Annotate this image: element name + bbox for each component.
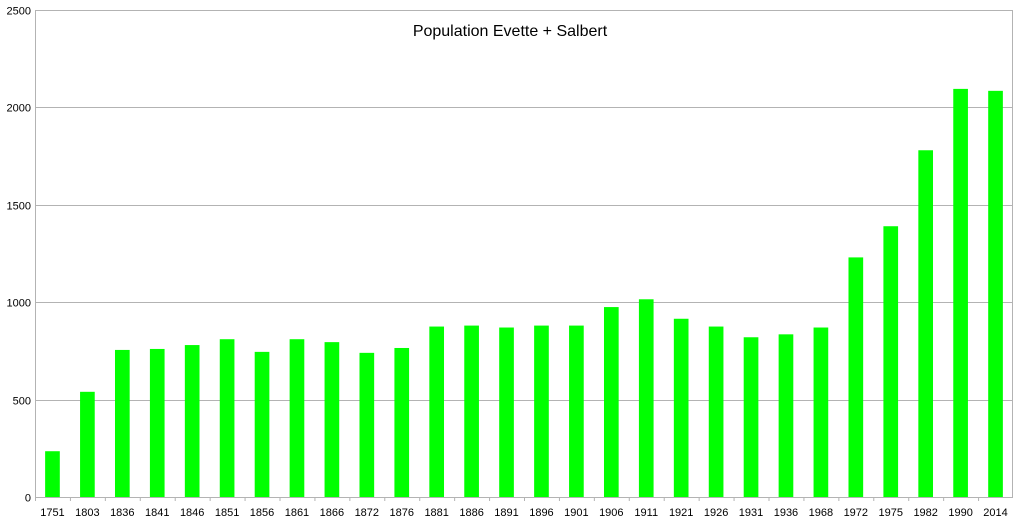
bar-1906	[603, 307, 619, 497]
axis-layer: 0 500 1000 1500 2000 2500 1751 1803 1836 1841 1846…	[7, 6, 1013, 519]
bar-1876	[394, 347, 410, 497]
bar-1975	[883, 226, 899, 498]
x-tick-label: 1881	[424, 507, 448, 519]
x-tick-label: 1803	[75, 507, 99, 519]
x-tick-label: 1876	[390, 507, 414, 519]
x-tick-label: 1751	[40, 507, 64, 519]
x-tick-label: 1836	[110, 507, 134, 519]
y-tick-label: 0	[25, 493, 31, 505]
bar-1911	[638, 299, 654, 497]
bar-layer	[45, 88, 1003, 498]
bar-1921	[673, 318, 689, 497]
bar-1851	[219, 339, 235, 497]
bar-1841	[149, 348, 165, 497]
x-tick-label: 1982	[913, 507, 937, 519]
chart-title: Population Evette + Salbert	[413, 23, 608, 40]
y-tick-label: 1500	[7, 201, 31, 213]
bar-2014	[988, 90, 1003, 497]
x-tick-label: 1972	[844, 507, 868, 519]
bar-1751	[45, 451, 60, 497]
x-tick-label: 1901	[564, 507, 588, 519]
x-tick-label: 1841	[145, 507, 169, 519]
x-tick-label: 1931	[739, 507, 763, 519]
grid-layer	[35, 10, 1013, 498]
x-tick-label: 1936	[774, 507, 798, 519]
bar-1990	[953, 88, 968, 497]
bar-1866	[324, 342, 340, 497]
x-tick-label: 1921	[669, 507, 693, 519]
bar-1901	[569, 325, 584, 497]
bar-1861	[289, 339, 305, 497]
x-tick-label: 1866	[320, 507, 344, 519]
x-tick-label: 1856	[250, 507, 274, 519]
bar-1846	[184, 345, 200, 497]
x-tick-label: 1896	[529, 507, 553, 519]
y-tick-label: 500	[13, 396, 31, 408]
bar-1896	[534, 325, 549, 497]
bar-1803	[80, 391, 95, 497]
x-tick-label: 1891	[494, 507, 518, 519]
bar-1886	[464, 325, 479, 497]
y-tick-label: 2000	[7, 103, 31, 115]
x-tick-label: 1975	[879, 507, 903, 519]
x-tick-label: 1861	[285, 507, 309, 519]
bar-1836	[114, 349, 130, 497]
x-tick-label: 1926	[704, 507, 728, 519]
y-tick-label: 2500	[7, 6, 31, 18]
bar-1872	[359, 352, 375, 497]
bar-1982	[918, 150, 934, 497]
x-tick-label: 1911	[634, 507, 658, 519]
y-tick-label: 1000	[7, 298, 31, 310]
x-tick-label: 2014	[983, 507, 1007, 519]
bar-1891	[499, 327, 514, 497]
bar-1881	[429, 326, 445, 497]
x-tick-label: 1990	[948, 507, 972, 519]
x-tick-label: 1872	[355, 507, 379, 519]
bar-1856	[254, 351, 270, 497]
x-tick-label: 1968	[809, 507, 833, 519]
bar-1936	[778, 334, 794, 497]
x-tick-label: 1846	[180, 507, 204, 519]
x-tick-label: 1886	[459, 507, 483, 519]
x-tick-label: 1906	[599, 507, 623, 519]
bar-1926	[708, 326, 724, 497]
bar-1931	[743, 337, 759, 497]
bar-1968	[813, 327, 829, 497]
x-tick-label: 1851	[215, 507, 239, 519]
bar-1972	[848, 257, 864, 497]
